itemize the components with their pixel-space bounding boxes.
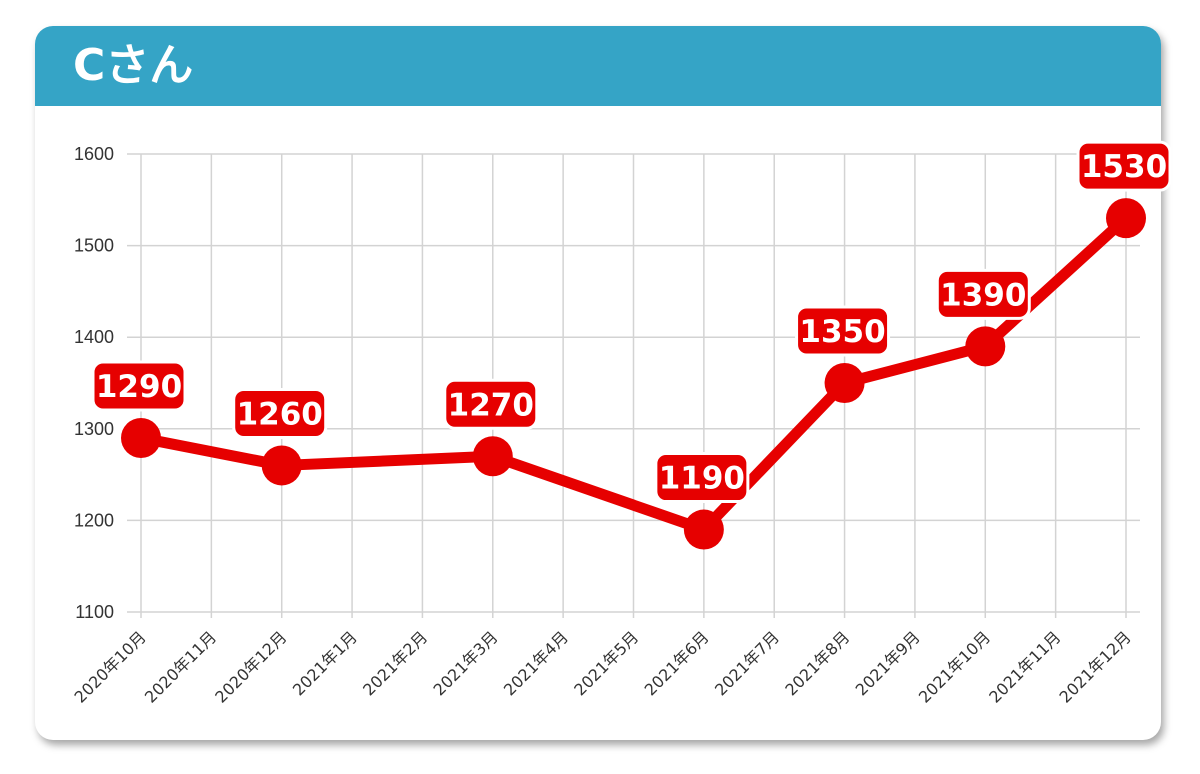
x-tick-label: 2021年8月 xyxy=(781,627,853,699)
x-tick-label: 2021年3月 xyxy=(430,627,502,699)
data-label-box xyxy=(443,378,539,430)
y-tick-label: 1400 xyxy=(74,327,114,347)
data-label: 1290 xyxy=(96,369,182,405)
y-tick-label: 1600 xyxy=(74,144,114,164)
data-point xyxy=(965,326,1006,367)
data-point xyxy=(1106,198,1146,239)
data-label: 1190 xyxy=(659,461,745,497)
x-tick-label: 2021年11月 xyxy=(985,627,1064,706)
data-point xyxy=(472,436,513,477)
data-label-box xyxy=(935,268,1031,320)
data-label-box xyxy=(795,305,891,357)
data-point xyxy=(683,509,724,550)
x-tick-label: 2021年7月 xyxy=(711,627,783,699)
data-points xyxy=(121,198,1146,550)
data-label-box xyxy=(654,452,750,504)
data-label: 1260 xyxy=(237,396,323,432)
data-label-box xyxy=(232,387,328,439)
data-label-box xyxy=(1076,140,1172,192)
x-tick-label: 2021年4月 xyxy=(500,627,572,699)
x-tick-label: 2021年6月 xyxy=(641,627,713,699)
y-tick-label: 1200 xyxy=(74,510,114,530)
data-point xyxy=(824,363,865,403)
data-label: 1350 xyxy=(799,314,885,350)
x-tick-label: 2021年10月 xyxy=(915,627,994,706)
data-label: 1390 xyxy=(940,277,1026,313)
data-label-box xyxy=(91,360,187,412)
data-point xyxy=(121,417,161,458)
y-tick-label: 1100 xyxy=(75,602,114,622)
data-labels: 1290 1260 1270 1190 1350 1390 1530 xyxy=(91,140,1172,504)
x-tick-label: 2020年10月 xyxy=(71,627,150,706)
x-tick-label: 2021年5月 xyxy=(570,627,642,699)
x-tick-label: 2021年9月 xyxy=(852,627,924,699)
x-tick-label: 2020年11月 xyxy=(141,627,220,706)
y-tick-label: 1500 xyxy=(74,236,114,256)
chart-card: Cさん xyxy=(35,26,1161,740)
data-label: 1530 xyxy=(1081,149,1167,185)
y-tick-label: 1300 xyxy=(74,419,114,439)
axes: 1100 1200 1300 1400 1500 1600 2020年10月2020年11月… xyxy=(71,144,1135,707)
chart-title: Cさん xyxy=(73,40,194,91)
data-label: 1270 xyxy=(448,387,534,423)
x-tick-label: 2021年12月 xyxy=(1056,627,1135,706)
x-tick-label: 2021年2月 xyxy=(359,627,431,699)
grid xyxy=(127,153,1140,618)
x-tick-label: 2021年1月 xyxy=(289,627,361,699)
x-tick-label: 2020年12月 xyxy=(211,627,290,706)
card-header: Cさん xyxy=(35,26,1161,106)
data-point xyxy=(261,445,302,486)
